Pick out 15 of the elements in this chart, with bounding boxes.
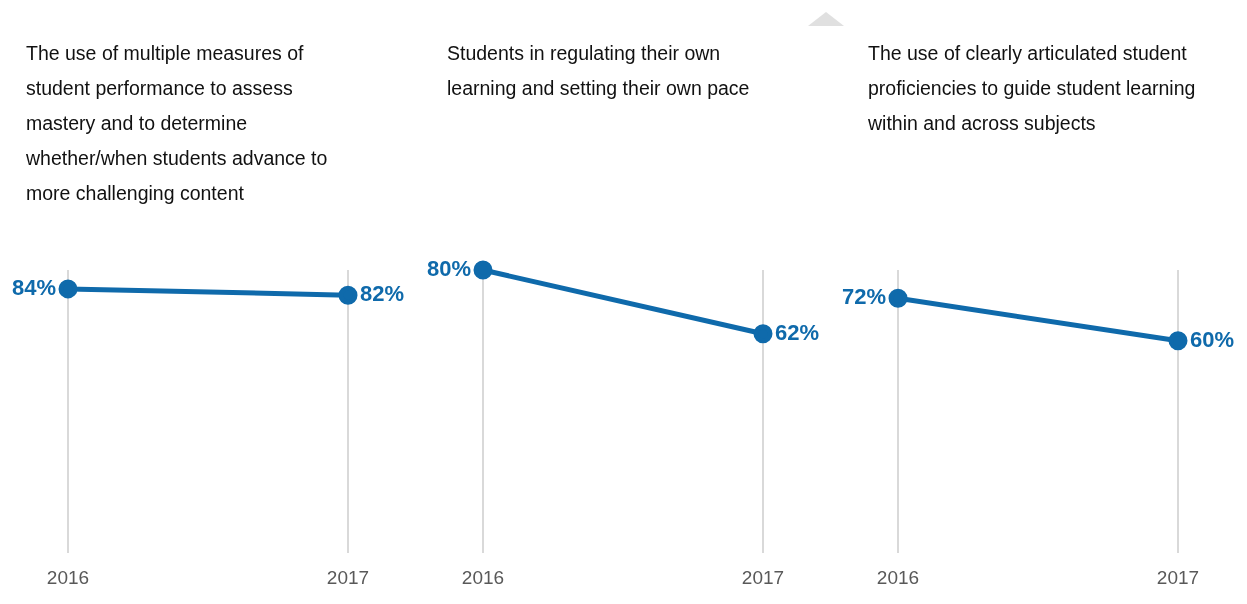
- x-tick-label: 2016: [876, 566, 920, 588]
- x-tick-label: 2017: [741, 566, 785, 588]
- data-label: 82%: [360, 281, 405, 307]
- x-tick-label: 2017: [1156, 566, 1200, 588]
- x-tick-label: 2017: [326, 566, 370, 588]
- data-label: 62%: [775, 319, 820, 345]
- data-label: 72%: [841, 284, 886, 310]
- chart-title: The use of multiple measures of student performance to assess mastery and to determine whether/when students advance to more challenging content: [26, 41, 329, 206]
- chart-title: The use of clearly articulated student proficiencies to guide student learning within and across subjects: [868, 41, 1197, 136]
- x-tick-label: 2016: [46, 566, 90, 588]
- data-label: 80%: [426, 256, 471, 282]
- x-tick-label: 2016: [461, 566, 505, 588]
- chart-title: Students in regulating their own learning and setting their own pace: [447, 41, 751, 101]
- data-label: 84%: [11, 274, 56, 300]
- data-label: 60%: [1190, 326, 1235, 352]
